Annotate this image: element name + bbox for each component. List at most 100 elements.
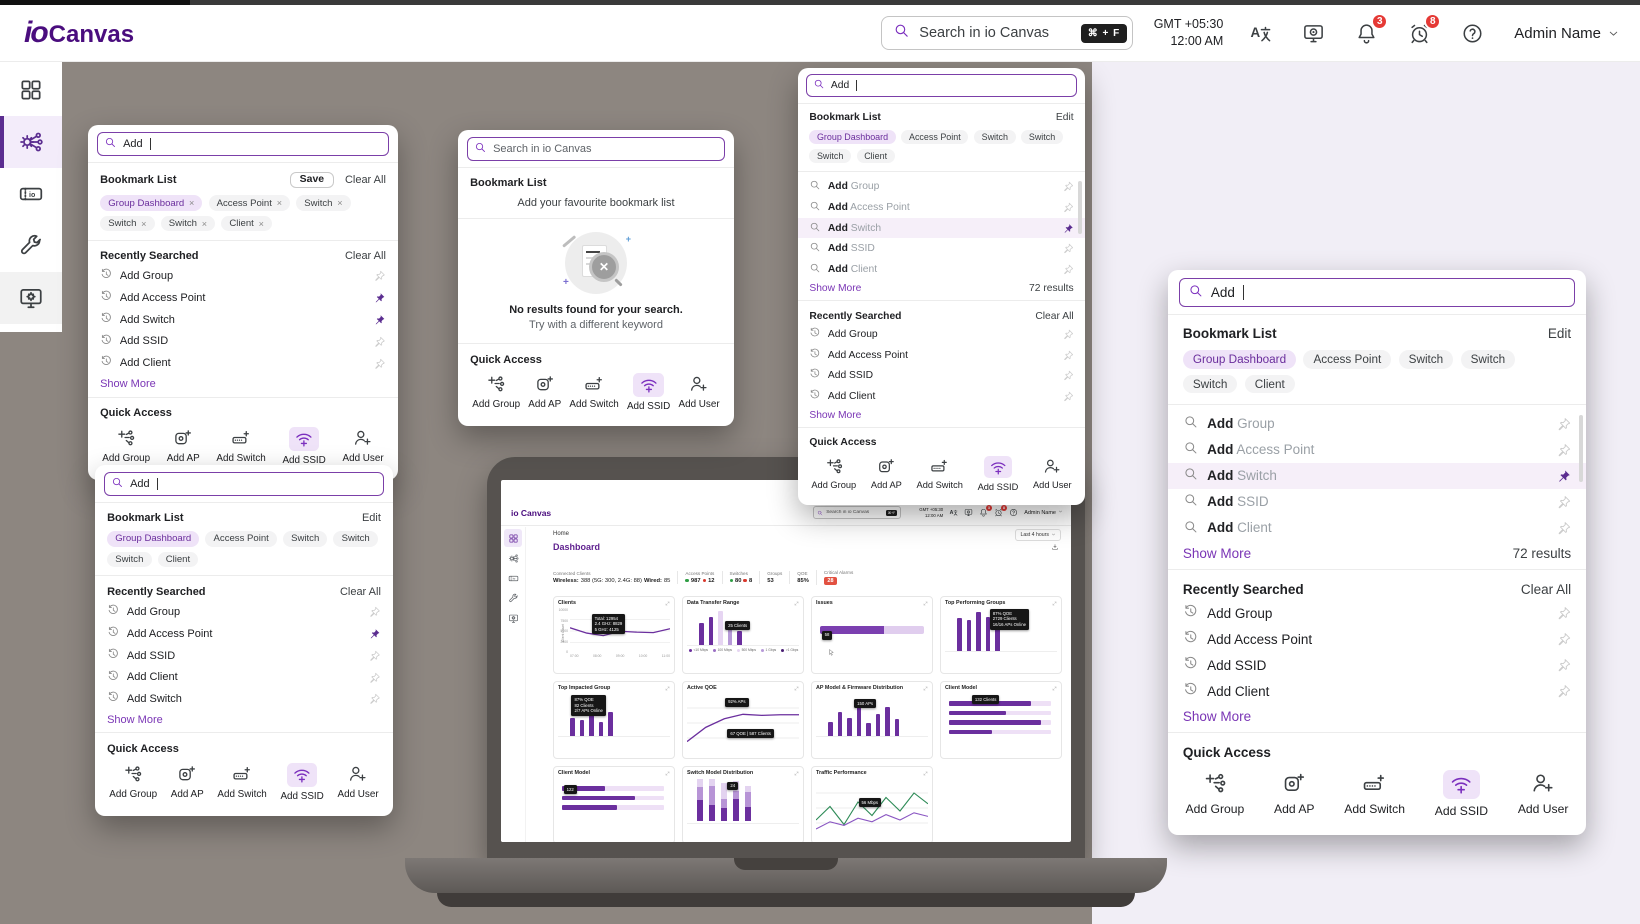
pin-icon[interactable]: [374, 292, 386, 304]
mini-admin-menu[interactable]: Admin Name: [1024, 509, 1063, 516]
mini-breadcrumb[interactable]: Home: [553, 531, 570, 537]
show-more-link[interactable]: Show More: [1182, 709, 1252, 725]
mini-notifications-icon[interactable]: 3: [979, 504, 993, 517]
scrollbar-thumb[interactable]: [1078, 180, 1082, 235]
bookmark-chip[interactable]: Switch: [282, 531, 328, 547]
bookmark-chip[interactable]: Switch: [1398, 350, 1454, 369]
sidebar-item-system-monitor[interactable]: [0, 272, 62, 324]
quick-access-item[interactable]: Add User: [337, 763, 379, 802]
quick-access-item[interactable]: Add SSID: [627, 373, 670, 412]
show-more-link[interactable]: Show More: [809, 283, 862, 295]
bookmark-chip[interactable]: Switch: [809, 149, 851, 164]
suggestion-row[interactable]: Add Switch: [798, 217, 1085, 239]
sidebar-item-tools[interactable]: [0, 220, 62, 272]
pin-icon[interactable]: [1557, 495, 1571, 509]
pin-icon[interactable]: [1063, 350, 1074, 361]
expand-icon[interactable]: [1052, 686, 1057, 691]
language-icon[interactable]: A: [1249, 22, 1272, 45]
mini-sidebar-item[interactable]: io: [504, 569, 522, 587]
scrollbar-thumb[interactable]: [1579, 414, 1583, 483]
expand-icon[interactable]: [794, 601, 799, 606]
bookmark-chip[interactable]: Switch: [333, 531, 378, 547]
pin-icon[interactable]: [1063, 223, 1074, 234]
quick-access-item[interactable]: Add AP: [1274, 770, 1315, 819]
recent-item[interactable]: Add Group: [798, 324, 1085, 345]
clear-all-button[interactable]: Clear All: [339, 586, 381, 599]
bookmark-chip[interactable]: Access Point: [205, 531, 277, 547]
quick-access-item[interactable]: Add SSID: [978, 455, 1018, 492]
expand-icon[interactable]: [923, 601, 928, 606]
search-input[interactable]: Search in io Canvas: [466, 136, 726, 161]
sidebar-item-network-settings[interactable]: [0, 116, 62, 168]
bookmark-chip[interactable]: Client: [157, 552, 199, 568]
mini-time-filter[interactable]: Last 4 hours: [1015, 529, 1061, 541]
clear-all-button[interactable]: Clear All: [1520, 581, 1572, 597]
pin-icon[interactable]: [1063, 243, 1074, 254]
bookmark-chip[interactable]: Switch: [1021, 130, 1063, 145]
quick-access-item[interactable]: Add User: [1518, 770, 1568, 819]
bookmark-chip[interactable]: Switch: [1460, 350, 1516, 369]
search-input[interactable]: Add: [96, 131, 390, 156]
bookmark-chip[interactable]: Group Dashboard: [107, 531, 200, 547]
mini-language-icon[interactable]: A: [949, 508, 958, 517]
pin-icon[interactable]: [1063, 329, 1074, 340]
edit-button[interactable]: Edit: [1547, 325, 1572, 341]
pin-icon[interactable]: [1063, 202, 1074, 213]
recent-item[interactable]: Add Client: [95, 666, 393, 688]
show-more-link[interactable]: Show More: [1182, 545, 1252, 561]
bookmark-chip[interactable]: Switch: [1182, 375, 1238, 394]
chip-remove-icon[interactable]: ×: [189, 198, 195, 209]
recent-item[interactable]: Add Switch: [88, 309, 398, 331]
recent-item[interactable]: Add Access Point: [95, 623, 393, 645]
pin-icon[interactable]: [374, 270, 386, 282]
suggestion-row[interactable]: Add Access Point: [798, 197, 1085, 218]
suggestion-row[interactable]: Add Client: [1168, 515, 1586, 541]
recent-item[interactable]: Add Group: [88, 265, 398, 287]
bookmark-chip[interactable]: Group Dashboard: [809, 130, 896, 145]
pin-icon[interactable]: [374, 336, 386, 348]
search-input[interactable]: Add: [1178, 278, 1576, 307]
bookmark-chip[interactable]: Client: [856, 149, 895, 164]
recent-item[interactable]: Add SSID: [798, 365, 1085, 386]
recent-item[interactable]: Add Group: [1168, 600, 1586, 626]
help-icon[interactable]: [1461, 22, 1484, 45]
recent-item[interactable]: Add Switch: [95, 688, 393, 710]
quick-access-item[interactable]: Add Switch: [569, 373, 619, 412]
suggestion-row[interactable]: Add Group: [798, 177, 1085, 198]
expand-icon[interactable]: [665, 686, 670, 691]
recent-item[interactable]: Add Client: [798, 386, 1085, 407]
alarms-icon[interactable]: 8: [1408, 12, 1442, 45]
recent-item[interactable]: Add Access Point: [88, 287, 398, 309]
mini-alarms-icon[interactable]: 8: [994, 504, 1008, 517]
clear-all-button[interactable]: Clear All: [344, 250, 386, 263]
mini-remote-monitor-icon[interactable]: [964, 508, 973, 517]
recent-item[interactable]: Add SSID: [1168, 652, 1586, 678]
quick-access-item[interactable]: Add Group: [102, 427, 150, 466]
sidebar-item-io-license[interactable]: io: [0, 168, 62, 220]
bookmark-chip[interactable]: Access Point: [1303, 350, 1392, 369]
pin-icon[interactable]: [1063, 181, 1074, 192]
recent-item[interactable]: Add SSID: [88, 331, 398, 353]
edit-button[interactable]: Edit: [361, 511, 381, 524]
app-logo[interactable]: io Canvas: [24, 16, 134, 50]
bookmark-chip[interactable]: Access Point: [901, 130, 969, 145]
pin-icon[interactable]: [1557, 469, 1571, 483]
quick-access-item[interactable]: Add AP: [171, 763, 204, 802]
bookmark-chip[interactable]: Group Dashboard ×: [100, 195, 203, 211]
mini-sidebar-item[interactable]: [504, 549, 522, 567]
clear-all-button[interactable]: Clear All: [1035, 310, 1074, 322]
recent-item[interactable]: Add Access Point: [798, 345, 1085, 366]
notifications-icon[interactable]: 3: [1355, 12, 1389, 45]
quick-access-item[interactable]: Add Group: [1186, 770, 1244, 819]
bookmark-chip[interactable]: Switch ×: [160, 216, 216, 232]
quick-access-item[interactable]: Add Switch: [216, 427, 266, 466]
pin-icon[interactable]: [369, 606, 381, 618]
quick-access-item[interactable]: Add AP: [167, 427, 200, 466]
save-button[interactable]: Save: [289, 171, 334, 188]
expand-icon[interactable]: [923, 771, 928, 776]
quick-access-item[interactable]: Add SSID: [282, 427, 326, 466]
chip-remove-icon[interactable]: ×: [141, 218, 147, 229]
expand-icon[interactable]: [1052, 601, 1057, 606]
recent-item[interactable]: Add Client: [88, 352, 398, 374]
quick-access-item[interactable]: Add User: [342, 427, 384, 466]
